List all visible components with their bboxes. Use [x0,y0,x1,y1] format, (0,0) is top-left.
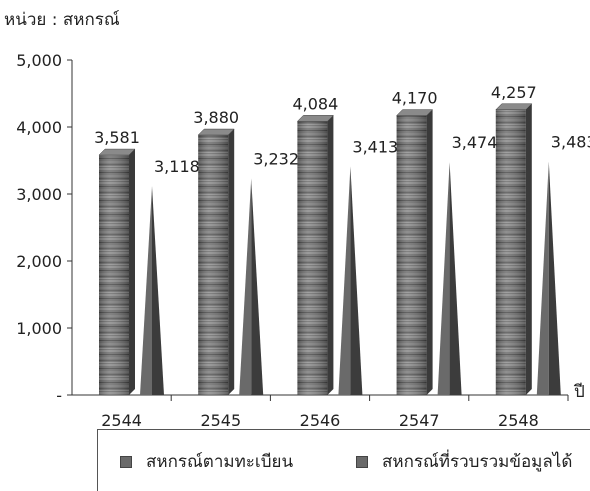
bar-value-label-2545: 3,880 [193,108,239,127]
x-tick-label-2546: 2546 [300,411,341,430]
legend-label-registered: สหกรณ์ตามทะเบียน [146,452,294,472]
legend-swatch-collected [356,455,368,468]
bar-side-2544 [129,149,135,395]
bar-2545 [197,128,235,396]
pyramid-value-label-2548: 3,483 [551,133,590,152]
bar-top-2545 [197,128,235,136]
bar-side-2548 [525,103,532,395]
pyramid-right-2548 [548,161,561,395]
pyramid-right-2547 [449,162,462,395]
bar-2547 [395,109,434,396]
bar-shade-2548 [495,109,526,395]
y-tick-label-4: 4,000 [16,118,62,137]
legend-swatch-registered [120,455,132,468]
legend-item-registered: สหกรณ์ตามทะเบียน [120,448,293,475]
pyramid-left-2544 [140,186,152,395]
bar-side-2547 [426,109,433,396]
bar-shade-2546 [297,121,328,395]
bar-shade-2547 [396,115,427,396]
pyramid-value-label-2545: 3,232 [253,149,299,168]
pyramid-right-2544 [152,186,164,395]
pyramid-2548 [536,161,561,395]
pyramid-value-label-2546: 3,413 [352,137,398,156]
pyramid-2545 [239,178,264,395]
pyramid-left-2545 [239,178,252,395]
pyramid-2544 [140,186,164,395]
bar-2544 [98,148,136,395]
pyramid-right-2545 [251,178,264,395]
legend: สหกรณ์ตามทะเบียน สหกรณ์ที่รวบรวมข้อมูลได… [97,429,590,491]
bar-shade-2544 [99,155,129,395]
unit-label: หน่วย : สหกรณ์ [4,10,120,30]
legend-item-collected: สหกรณ์ที่รวบรวมข้อมูลได้ [356,448,572,475]
bar-top-2548 [495,103,533,111]
y-tick-label-1: 1,000 [16,319,62,338]
pyramid-left-2547 [437,162,450,395]
bar-value-label-2546: 4,084 [292,94,338,113]
x-tick-label-2545: 2545 [200,411,241,430]
pyramid-2547 [437,162,462,395]
legend-label-collected: สหกรณ์ที่รวบรวมข้อมูลได้ [382,452,573,472]
x-tick-label-2547: 2547 [399,411,440,430]
bar-side-2546 [327,115,334,395]
pyramid-value-label-2544: 3,118 [154,157,200,176]
bar-side-2545 [228,129,235,396]
pyramid-right-2546 [350,166,363,395]
y-tick-label-2: 2,000 [16,252,62,271]
y-tick-label-3: 3,000 [16,185,62,204]
bar-top-2546 [296,115,335,122]
y-tick-label-0: - [56,386,62,405]
bar-value-label-2548: 4,257 [491,83,537,102]
bar-2548 [495,103,533,395]
bar-shade-2545 [198,135,229,396]
pyramid-left-2548 [536,161,549,395]
x-tick-label-2544: 2544 [101,411,142,430]
bar-value-label-2547: 4,170 [392,89,438,108]
bar-top-2544 [98,148,136,156]
bar-value-label-2544: 3,581 [94,128,140,147]
x-tick-label-2548: 2548 [498,411,539,430]
pyramid-2546 [338,166,363,395]
bar-top-2547 [395,109,434,116]
x-axis-title: ปี [574,382,585,402]
y-tick-label-5: 5,000 [16,51,62,70]
pyramid-value-label-2547: 3,474 [452,133,498,152]
bar-2546 [296,115,335,395]
pyramid-left-2546 [338,166,351,395]
